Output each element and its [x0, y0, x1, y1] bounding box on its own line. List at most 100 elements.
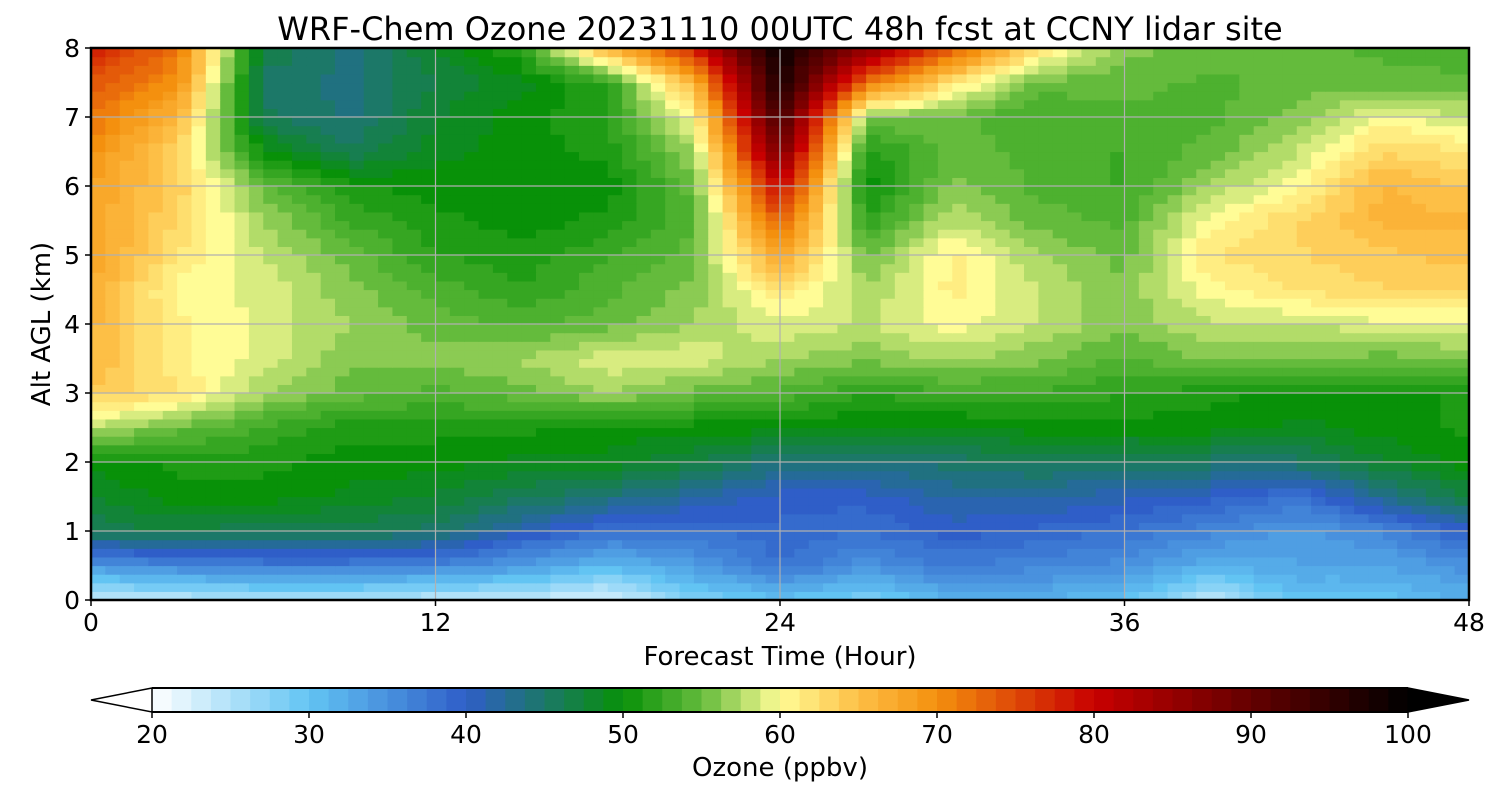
- heatmap-cell: [277, 470, 293, 480]
- heatmap-cell: [306, 315, 322, 325]
- heatmap-cell: [1282, 470, 1298, 480]
- heatmap-cell: [1138, 255, 1154, 265]
- heatmap-cell: [1354, 462, 1370, 472]
- heatmap-cell: [449, 496, 465, 506]
- heatmap-cell: [478, 186, 494, 196]
- heatmap-cell: [1325, 496, 1341, 506]
- heatmap-cell: [736, 531, 752, 541]
- heatmap-cell: [980, 444, 996, 454]
- heatmap-cell: [91, 470, 106, 480]
- heatmap-cell: [277, 487, 293, 498]
- heatmap-cell: [535, 289, 551, 299]
- heatmap-cell: [909, 160, 925, 170]
- heatmap-cell: [105, 470, 121, 480]
- heatmap-cell: [636, 341, 652, 351]
- heatmap-cell: [105, 418, 121, 429]
- heatmap-cell: [1282, 315, 1298, 325]
- heatmap-cell: [794, 531, 810, 541]
- heatmap-cell: [1411, 522, 1427, 532]
- heatmap-cell: [1354, 539, 1370, 549]
- heatmap-cell: [794, 539, 810, 549]
- heatmap-cell: [277, 211, 293, 222]
- heatmap-cell: [1382, 479, 1398, 489]
- heatmap-cell: [1138, 237, 1154, 247]
- heatmap-cell: [1440, 203, 1456, 213]
- heatmap-cell: [909, 539, 925, 549]
- heatmap-cell: [1067, 280, 1083, 291]
- heatmap-cell: [1009, 306, 1025, 316]
- heatmap-cell: [751, 393, 767, 403]
- heatmap-cell: [923, 513, 939, 523]
- heatmap-cell: [177, 522, 193, 532]
- heatmap-cell: [1425, 436, 1441, 446]
- heatmap-cell: [363, 220, 379, 230]
- heatmap-cell: [306, 479, 322, 489]
- heatmap-cell: [134, 565, 150, 575]
- heatmap-cell: [665, 298, 681, 308]
- heatmap-cell: [923, 194, 939, 204]
- heatmap-cell: [363, 358, 379, 368]
- heatmap-cell: [1397, 203, 1413, 213]
- heatmap-cell: [679, 531, 695, 541]
- heatmap-cell: [1382, 315, 1398, 325]
- heatmap-cell: [1239, 496, 1255, 506]
- heatmap-cell: [636, 513, 652, 523]
- heatmap-cell: [1181, 168, 1197, 178]
- heatmap-cell: [1253, 375, 1269, 385]
- heatmap-cell: [1081, 565, 1097, 575]
- heatmap-cell: [593, 487, 609, 498]
- heatmap-cell: [880, 341, 896, 351]
- heatmap-cell: [1382, 324, 1398, 334]
- heatmap-cell: [248, 194, 264, 204]
- heatmap-cell: [980, 151, 996, 161]
- heatmap-cell: [708, 496, 724, 506]
- heatmap-cell: [995, 479, 1011, 489]
- heatmap-cell: [435, 203, 451, 213]
- heatmap-cell: [1067, 393, 1083, 403]
- heatmap-cell: [1181, 436, 1197, 446]
- heatmap-cell: [162, 255, 178, 265]
- heatmap-cell: [1311, 470, 1327, 480]
- heatmap-cell: [148, 272, 164, 282]
- heatmap-cell: [1138, 531, 1154, 541]
- heatmap-cell: [291, 186, 307, 196]
- heatmap-cell: [1454, 539, 1469, 549]
- heatmap-cell: [1067, 298, 1083, 308]
- heatmap-cell: [909, 522, 925, 532]
- heatmap-cell: [1282, 401, 1298, 411]
- heatmap-cell: [765, 272, 781, 282]
- heatmap-cell: [363, 444, 379, 454]
- heatmap-cell: [234, 194, 250, 204]
- heatmap-cell: [91, 280, 106, 291]
- heatmap-cell: [263, 565, 279, 575]
- heatmap-cell: [335, 487, 350, 498]
- heatmap-cell: [162, 401, 178, 411]
- heatmap-cell: [277, 341, 293, 351]
- heatmap-cell: [952, 211, 968, 222]
- heatmap-cell: [449, 151, 465, 161]
- heatmap-cell: [1181, 539, 1197, 549]
- heatmap-cell: [1210, 298, 1226, 308]
- heatmap-cell: [937, 479, 953, 489]
- heatmap-cell: [449, 229, 465, 239]
- heatmap-cell: [1268, 229, 1283, 239]
- heatmap-cell: [1224, 186, 1240, 196]
- heatmap-cell: [622, 151, 638, 161]
- heatmap-cell: [1124, 358, 1140, 368]
- heatmap-cell: [291, 496, 307, 506]
- heatmap-cell: [464, 332, 480, 342]
- heatmap-cell: [306, 444, 322, 454]
- heatmap-cell: [91, 341, 106, 351]
- heatmap-cell: [1296, 548, 1312, 558]
- heatmap-cell: [607, 505, 623, 515]
- heatmap-cell: [736, 496, 752, 506]
- heatmap-cell: [191, 237, 207, 247]
- heatmap-cell: [923, 160, 939, 170]
- heatmap-cell: [349, 427, 365, 437]
- heatmap-cell: [91, 531, 106, 541]
- heatmap-cell: [1382, 255, 1398, 265]
- heatmap-cell: [995, 341, 1011, 351]
- heatmap-cell: [335, 177, 350, 187]
- heatmap-cell: [665, 496, 681, 506]
- heatmap-cell: [1325, 582, 1341, 592]
